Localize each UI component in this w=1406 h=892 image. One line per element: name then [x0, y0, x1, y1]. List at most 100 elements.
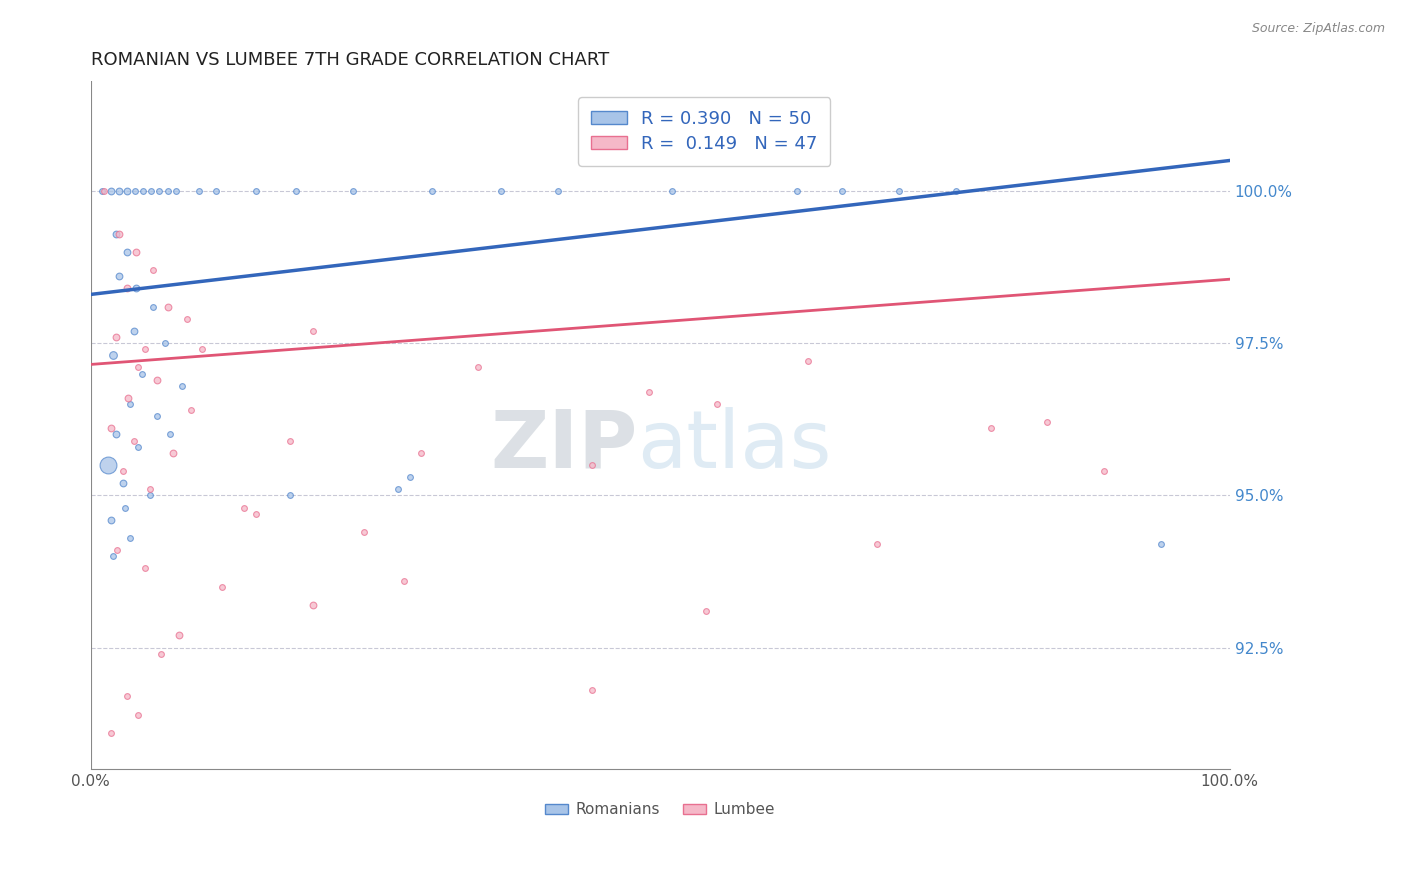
Point	[301, 324, 323, 338]
Point	[104, 330, 127, 344]
Point	[108, 269, 131, 284]
Point	[134, 343, 156, 357]
Point	[100, 421, 122, 435]
Point	[122, 324, 145, 338]
Point	[1094, 464, 1116, 478]
Point	[111, 464, 134, 478]
Point	[115, 184, 138, 198]
Point	[211, 580, 233, 594]
Point	[145, 409, 167, 424]
Point	[104, 427, 127, 442]
Point	[180, 403, 202, 417]
Point	[139, 184, 162, 198]
Point	[108, 184, 131, 198]
Point	[278, 488, 301, 502]
Point	[131, 367, 153, 381]
Point	[865, 537, 887, 551]
Point	[169, 628, 191, 642]
Point	[245, 184, 267, 198]
Point	[187, 184, 209, 198]
Point	[398, 470, 420, 484]
Point	[153, 336, 176, 351]
Point	[120, 531, 142, 545]
Point	[148, 184, 170, 198]
Point	[489, 184, 512, 198]
Text: ZIP: ZIP	[491, 407, 637, 485]
Point	[170, 378, 193, 392]
Point	[142, 300, 165, 314]
Point	[706, 397, 728, 411]
Point	[581, 683, 603, 698]
Point	[120, 397, 142, 411]
Point	[139, 482, 162, 496]
Point	[945, 184, 967, 198]
Point	[105, 543, 128, 558]
Point	[831, 184, 853, 198]
Point	[157, 184, 180, 198]
Point	[134, 561, 156, 575]
Point	[142, 263, 165, 277]
Point	[342, 184, 364, 198]
Point	[125, 281, 148, 295]
Point	[353, 524, 375, 539]
Point	[97, 458, 120, 472]
Point	[122, 434, 145, 448]
Point	[159, 427, 181, 442]
Point	[127, 440, 149, 454]
Point	[786, 184, 808, 198]
Text: atlas: atlas	[637, 407, 832, 485]
Point	[581, 458, 603, 472]
Point	[115, 244, 138, 259]
Point	[284, 184, 307, 198]
Point	[176, 311, 198, 326]
Point	[157, 300, 180, 314]
Point	[191, 343, 214, 357]
Point	[127, 707, 149, 722]
Point	[124, 184, 146, 198]
Point	[409, 446, 432, 460]
Point	[301, 598, 323, 612]
Point	[115, 281, 138, 295]
Point	[100, 513, 122, 527]
Point	[117, 391, 139, 405]
Point	[103, 348, 125, 362]
Point	[111, 476, 134, 491]
Point	[103, 549, 125, 564]
Point	[145, 373, 167, 387]
Point	[93, 184, 115, 198]
Point	[100, 184, 122, 198]
Legend: Romanians, Lumbee: Romanians, Lumbee	[538, 797, 782, 823]
Text: Source: ZipAtlas.com: Source: ZipAtlas.com	[1251, 22, 1385, 36]
Point	[139, 488, 162, 502]
Point	[132, 184, 155, 198]
Point	[245, 507, 267, 521]
Point	[162, 446, 184, 460]
Point	[104, 227, 127, 241]
Text: ROMANIAN VS LUMBEE 7TH GRADE CORRELATION CHART: ROMANIAN VS LUMBEE 7TH GRADE CORRELATION…	[90, 51, 609, 69]
Point	[125, 244, 148, 259]
Point	[100, 725, 122, 739]
Point	[114, 500, 136, 515]
Point	[1036, 415, 1059, 429]
Point	[797, 354, 820, 368]
Point	[127, 360, 149, 375]
Point	[422, 184, 444, 198]
Point	[637, 384, 659, 399]
Point	[547, 184, 569, 198]
Point	[278, 434, 301, 448]
Point	[91, 184, 114, 198]
Point	[467, 360, 489, 375]
Point	[979, 421, 1001, 435]
Point	[661, 184, 683, 198]
Point	[889, 184, 911, 198]
Point	[695, 604, 717, 618]
Point	[150, 647, 173, 661]
Point	[233, 500, 256, 515]
Point	[1150, 537, 1173, 551]
Point	[392, 574, 415, 588]
Point	[165, 184, 187, 198]
Point	[108, 227, 131, 241]
Point	[205, 184, 228, 198]
Point	[115, 690, 138, 704]
Point	[387, 482, 409, 496]
